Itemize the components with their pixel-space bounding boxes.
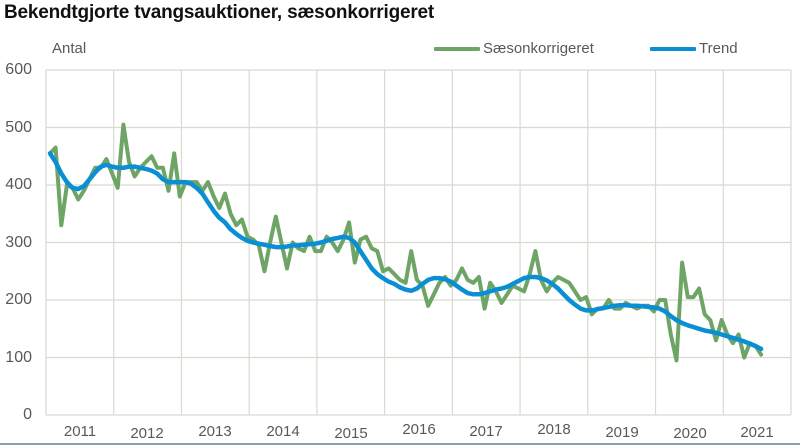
x-tick-2013: 2013 — [198, 423, 232, 440]
legend-label-trend: Trend — [699, 40, 738, 57]
y-tick-300: 300 — [5, 234, 32, 251]
x-tick-2020: 2020 — [673, 425, 707, 442]
y-tick-600: 600 — [5, 61, 32, 78]
x-tick-2017: 2017 — [469, 423, 503, 440]
legend-swatch-seasonal — [434, 46, 480, 51]
y-tick-500: 500 — [5, 119, 32, 136]
legend-item-trend: Trend — [650, 40, 738, 57]
legend: Sæsonkorrigeret Trend — [0, 40, 800, 60]
chart-title: Bekendtgjorte tvangsauktioner, sæsonkorr… — [4, 2, 435, 23]
trend-series-line — [47, 151, 764, 352]
legend-swatch-trend — [650, 46, 696, 51]
y-tick-200: 200 — [5, 291, 32, 308]
y-axis-title: Antal — [52, 40, 87, 57]
x-tick-2011: 2011 — [63, 423, 97, 440]
y-tick-400: 400 — [5, 176, 32, 193]
x-tick-2015: 2015 — [334, 425, 368, 442]
x-tick-2021: 2021 — [740, 424, 774, 441]
legend-label-seasonal: Sæsonkorrigeret — [483, 40, 594, 57]
legend-item-seasonal: Sæsonkorrigeret — [434, 40, 594, 57]
x-tick-2018: 2018 — [537, 421, 571, 438]
y-tick-0: 0 — [23, 406, 32, 423]
gridlines — [45, 69, 792, 416]
x-tick-2016: 2016 — [402, 421, 436, 438]
x-tick-2019: 2019 — [605, 424, 639, 441]
y-tick-100: 100 — [5, 349, 32, 366]
bottom-divider — [0, 443, 800, 445]
x-tick-2012: 2012 — [130, 425, 164, 442]
x-tick-2014: 2014 — [266, 423, 300, 440]
